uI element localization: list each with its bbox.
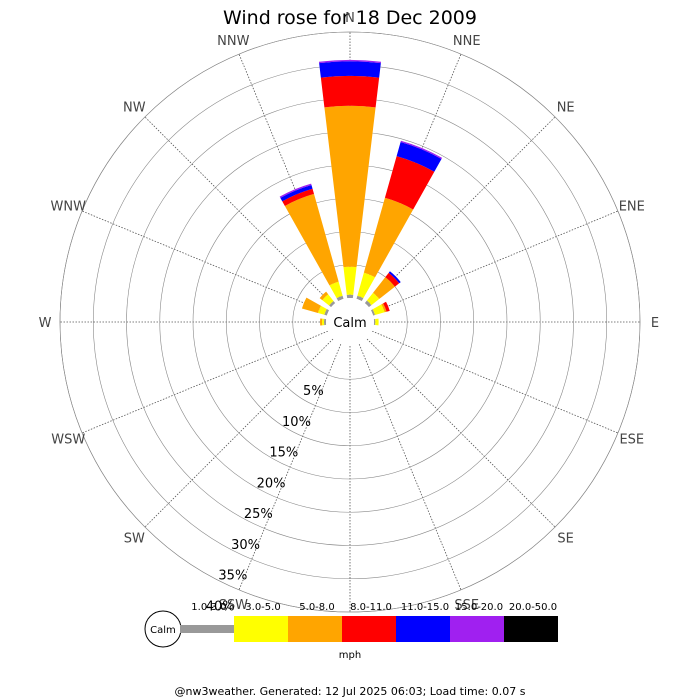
bar-segment-nne-11.0-15.0 [396, 142, 442, 172]
bar-segment-nnw-3.0-5.0 [329, 281, 343, 299]
calm-center: Calm [326, 298, 374, 346]
direction-label-e: E [651, 316, 659, 331]
direction-label-w: W [39, 316, 52, 331]
bar-segment-n-5.0-8.0 [324, 105, 376, 268]
bar-segment-e-3.0-5.0 [375, 318, 379, 326]
direction-label-se: SE [557, 532, 573, 547]
bar-segment-ene-5.0-8.0 [381, 303, 387, 313]
speed-legend: Calm 1.0-3.0 3.0-5.0 5.0-8.0 8.0-11.0 11.0-15… [144, 602, 558, 661]
footer-text: @nw3weather. Generated: 12 Jul 2025 06:0… [175, 685, 526, 698]
bar-segment-n-3.0-5.0 [343, 266, 357, 295]
bar-segment-n-1.0-3.0 [346, 294, 354, 299]
bar-segment-nnw-5.0-8.0 [284, 193, 339, 286]
legend-label-3.0-5.0: 3.0-5.0 [245, 602, 280, 613]
legend-label-8.0-11.0: 8.0-11.0 [350, 602, 392, 613]
bar-segment-e-1.0-3.0 [373, 319, 376, 325]
legend-label-15.0-20.0: 15.0-20.0 [455, 602, 503, 613]
grid-ring-outer [59, 31, 641, 613]
bar-segment-nne-1.0-3.0 [356, 295, 364, 302]
legend-label-5.0-8.0: 5.0-8.0 [299, 602, 334, 613]
percent-label: 30% [231, 538, 260, 553]
legend-swatch-20.0-50.0 [504, 616, 558, 642]
bar-segment-nnw-11.0-15.0 [280, 184, 313, 202]
direction-label-wsw: WSW [51, 433, 85, 448]
bar-segment-nne-8.0-11.0 [384, 156, 435, 210]
direction-label-ese: ESE [619, 433, 644, 448]
direction-label-ne: NE [557, 100, 575, 115]
bar-segment-ene-1.0-3.0 [370, 309, 376, 316]
bar-segment-ene-8.0-11.0 [383, 301, 390, 312]
legend-label-11.0-15.0: 11.0-15.0 [401, 602, 449, 613]
bar-segment-n-8.0-11.0 [320, 75, 380, 108]
direction-label-wnw: WNW [50, 199, 86, 214]
legend-swatch-8.0-11.0 [342, 616, 396, 642]
bar-segment-nnw-1.0-3.0 [336, 295, 344, 302]
bar-segment-nne-15.0-20.0 [400, 140, 443, 159]
chart-title: Wind rose for 18 Dec 2009 [223, 7, 477, 29]
direction-label-sw: SW [124, 532, 145, 547]
legend-swatch-3.0-5.0 [234, 616, 288, 642]
direction-label-nw: NW [123, 100, 146, 115]
bar-segment-ne-1.0-3.0 [364, 300, 372, 308]
percent-label: 25% [244, 507, 273, 522]
percent-label: 20% [257, 476, 286, 491]
polar-grid [59, 31, 641, 613]
percent-label: 5% [303, 384, 324, 399]
bar-segment-nw-1.0-3.0 [329, 301, 336, 308]
bar-segment-wnw-1.0-3.0 [324, 308, 330, 316]
bar-segment-ne-11.0-15.0 [388, 271, 401, 284]
bar-segment-ne-8.0-11.0 [385, 272, 400, 287]
bar-segment-nw-3.0-5.0 [322, 294, 334, 306]
direction-label-nnw: NNW [217, 34, 249, 49]
bar-segment-ne-5.0-8.0 [373, 277, 395, 299]
bar-segment-n-11.0-15.0 [319, 61, 381, 78]
bar-segment-nne-3.0-5.0 [357, 272, 376, 299]
direction-label-ssw: SSW [219, 598, 249, 613]
legend-unit-label: mph [339, 650, 361, 661]
calm-label: Calm [333, 316, 366, 331]
bar-segment-ene-3.0-5.0 [372, 304, 385, 315]
bar-segment-nne-5.0-8.0 [363, 197, 414, 278]
percent-label: 35% [218, 569, 247, 584]
direction-label-ene: ENE [619, 199, 645, 214]
legend-calm-label: Calm [150, 625, 176, 636]
bar-segment-n-15.0-20.0 [318, 59, 382, 64]
calm-circle [326, 298, 374, 346]
legend-label-1.0-3.0: 1.0-3.0 [191, 602, 226, 613]
percent-label: 10% [282, 415, 311, 430]
direction-label-nne: NNE [453, 34, 481, 49]
axis-labels: NNNENEENEEESESESSESSSWSWWSWWWNWNWNNW5%10… [39, 11, 660, 636]
wind-bars [279, 59, 443, 326]
legend-swatch-11.0-15.0 [396, 616, 450, 642]
bar-segment-nnw-8.0-11.0 [282, 188, 314, 206]
percent-label: 40% [206, 599, 235, 614]
legend-label-20.0-50.0: 20.0-50.0 [509, 602, 557, 613]
bar-segment-w-3.0-5.0 [322, 318, 325, 326]
bar-segment-w-1.0-3.0 [324, 318, 327, 326]
legend-swatch-5.0-8.0 [288, 616, 342, 642]
bar-segment-wnw-5.0-8.0 [301, 297, 321, 313]
bar-segment-wnw-3.0-5.0 [317, 305, 327, 315]
legend-swatch-15.0-20.0 [450, 616, 504, 642]
bar-segment-nw-5.0-8.0 [319, 291, 329, 301]
bar-segment-w-5.0-8.0 [320, 318, 323, 326]
bar-segment-nnw-15.0-20.0 [279, 183, 312, 198]
direction-label-sse: SSE [454, 598, 479, 613]
bar-segment-ne-3.0-5.0 [366, 292, 380, 306]
legend-swatch-1.0-3.0 [180, 625, 234, 633]
direction-label-n: N [345, 11, 355, 26]
percent-label: 15% [269, 446, 298, 461]
